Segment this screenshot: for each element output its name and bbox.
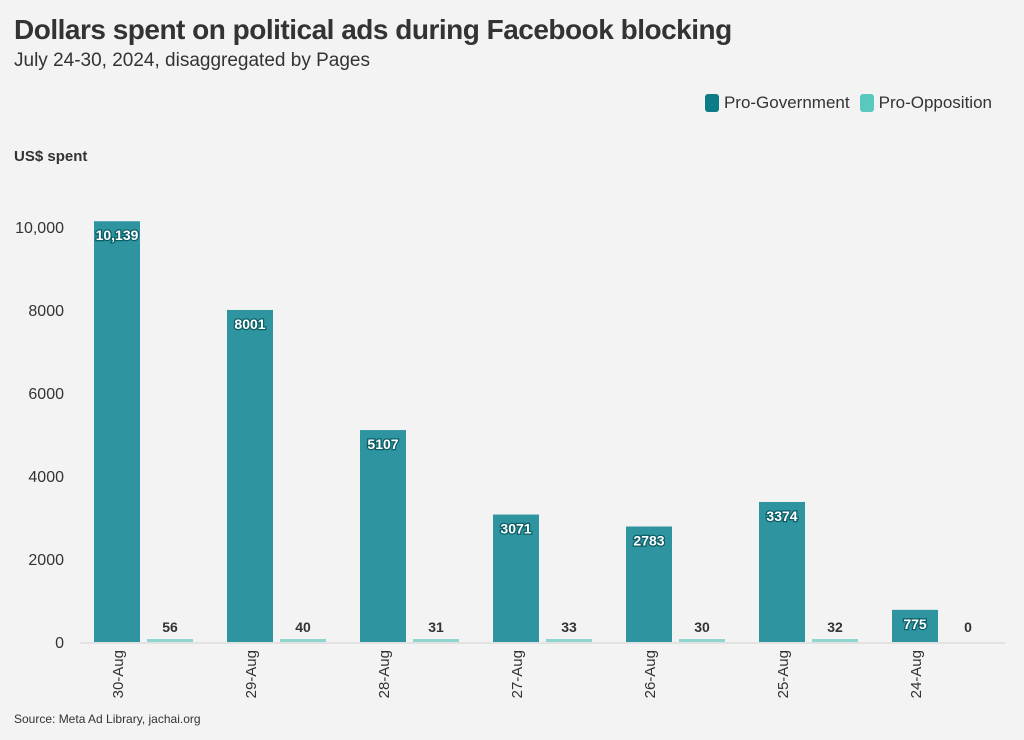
x-tick-label: 30-Aug (110, 650, 127, 698)
bar-pro-government (759, 501, 805, 642)
x-tick-label: 26-Aug (642, 650, 659, 698)
data-label: 775 (903, 616, 927, 632)
y-tick-label: 8000 (28, 303, 64, 320)
bar-pro-government (227, 309, 273, 642)
x-tick-label: 28-Aug (376, 650, 393, 698)
data-label: 10,139 (96, 227, 139, 243)
bar-pro-government (360, 430, 406, 642)
data-label: 5107 (367, 436, 398, 452)
data-label: 0 (964, 619, 972, 635)
data-label: 31 (428, 619, 444, 635)
legend-item-pro-government: Pro-Government (704, 93, 850, 113)
y-tick-label: 4000 (28, 469, 64, 486)
legend-swatch (859, 94, 874, 112)
x-tick-label: 27-Aug (509, 650, 526, 698)
y-tick-label: 10,000 (15, 220, 64, 237)
bar-pro-opposition (812, 639, 858, 642)
bar-pro-government (493, 514, 539, 642)
bar-pro-opposition (280, 639, 326, 642)
chart-title: Dollars spent on political ads during Fa… (14, 14, 732, 45)
y-tick-label: 0 (55, 635, 64, 652)
y-axis-label: US$ spent (14, 148, 88, 165)
x-tick-label: 24-Aug (908, 650, 925, 698)
data-label: 32 (827, 619, 843, 635)
bar-pro-government (892, 609, 938, 642)
x-tick-label: 29-Aug (243, 650, 260, 698)
data-label: 40 (295, 619, 311, 635)
legend-swatch (704, 94, 719, 112)
legend: Pro-Government Pro-Opposition (704, 93, 992, 113)
bar-pro-government (626, 526, 672, 642)
data-label: 8001 (234, 316, 265, 332)
legend-label: Pro-Government (723, 93, 850, 112)
y-tick-label: 6000 (28, 386, 64, 403)
x-tick-label: 25-Aug (775, 650, 792, 698)
chart-subtitle: July 24-30, 2024, disaggregated by Pages (14, 50, 370, 71)
bar-pro-opposition (679, 639, 725, 642)
data-label: 33 (561, 619, 577, 635)
legend-label: Pro-Opposition (878, 93, 992, 112)
source-note: Source: Meta Ad Library, jachai.org (14, 712, 201, 726)
bar-pro-opposition (147, 639, 193, 642)
y-tick-label: 2000 (28, 552, 64, 569)
data-label: 30 (694, 619, 710, 635)
data-label: 3071 (500, 521, 531, 537)
bar-pro-opposition (546, 639, 592, 642)
bar-pro-government (94, 221, 140, 642)
legend-item-pro-opposition: Pro-Opposition (859, 93, 992, 113)
data-label: 2783 (633, 533, 664, 549)
data-label: 3374 (766, 508, 797, 524)
bar-pro-opposition (413, 639, 459, 642)
data-label: 56 (162, 619, 178, 635)
